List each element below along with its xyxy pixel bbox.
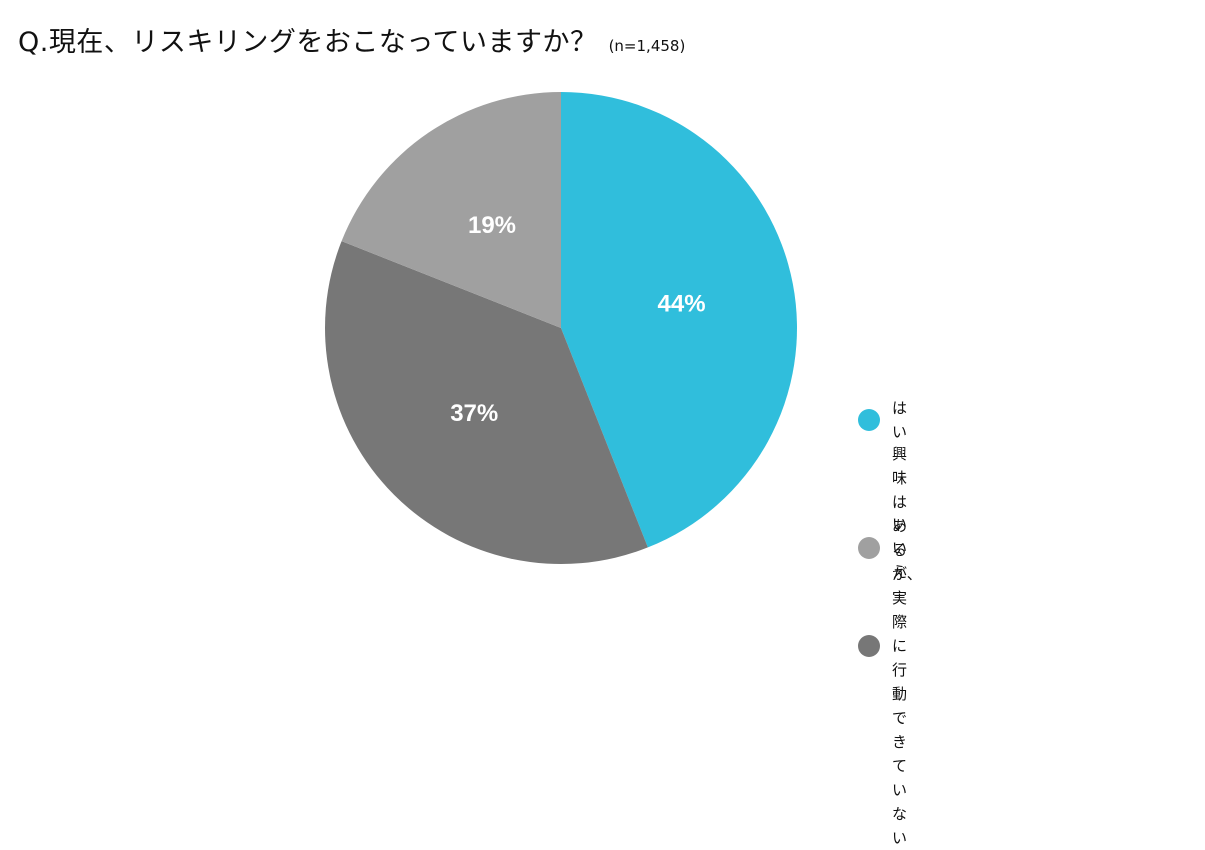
legend-item-yes: はい	[858, 396, 907, 444]
legend-item-no: いいえ	[858, 512, 907, 584]
legend-swatch-interested	[858, 635, 880, 657]
legend-item-interested: 興味はあるが、 実際に行動できていない	[858, 442, 922, 850]
legend-label-interested: 興味はあるが、 実際に行動できていない	[892, 445, 922, 847]
sample-size: (n=1,458)	[608, 37, 686, 55]
pie-slice-interested	[324, 241, 648, 564]
pie-chart: 44% 37% 19%	[324, 92, 798, 564]
pie-slice-no	[341, 92, 561, 328]
pie-label-yes: 44%	[658, 290, 706, 317]
pie-label-interested: 37%	[450, 400, 498, 427]
chart-title: Q.現在、リスキリングをおこなっていますか？ (n=1,458)	[18, 20, 685, 59]
question-title: Q.現在、リスキリングをおこなっていますか？	[18, 27, 598, 58]
pie-slice-yes	[561, 92, 798, 548]
pie-label-no: 19%	[468, 212, 516, 239]
legend-swatch-no	[858, 537, 880, 559]
legend-label-no: いいえ	[892, 515, 908, 581]
legend-label-yes: はい	[892, 399, 908, 441]
legend-swatch-yes	[858, 409, 880, 431]
